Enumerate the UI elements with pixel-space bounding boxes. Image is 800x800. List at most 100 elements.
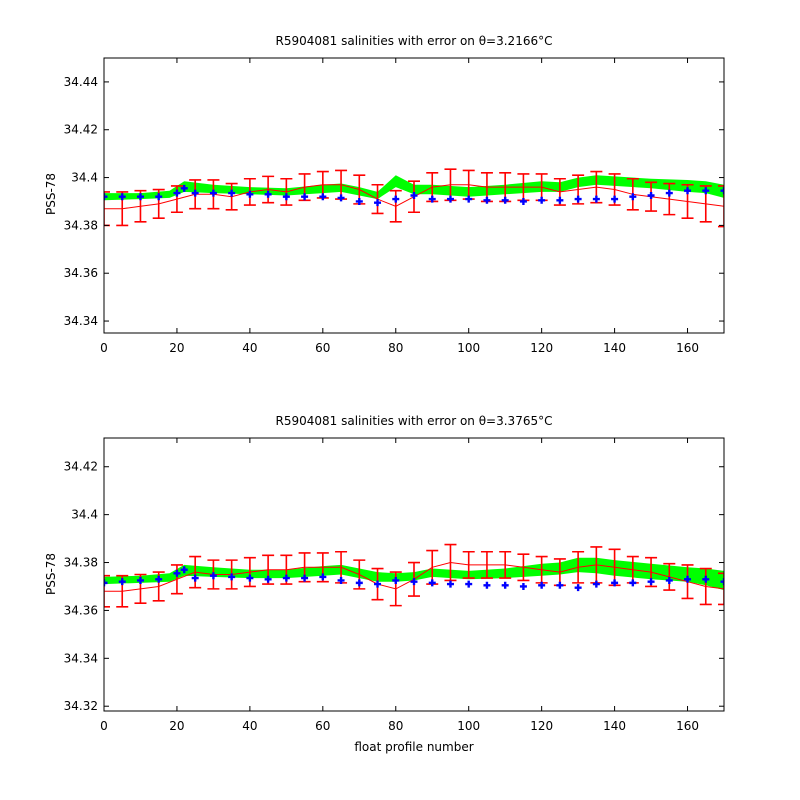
bottom-chart-error-bar [663,562,676,591]
top-chart-salinity-point [501,196,509,204]
bottom-chart-salinity-point [374,580,382,588]
bottom-chart-salinity-point [665,576,673,584]
bottom-chart-salinity-point [319,573,327,581]
top-chart-salinity-point [629,193,637,201]
bottom-chart-salinity-point [264,575,272,583]
bottom-chart-error-bar [243,556,256,588]
bottom-chart-x-tick-label: 0 [100,719,108,733]
top-chart-salinity-point [374,199,382,207]
top-chart-panel: R5904081 salinities with error on θ=3.21… [44,34,725,355]
top-chart-axes-frame [103,57,725,334]
bottom-chart-axes-frame [103,437,725,712]
top-chart-salinity-point [282,193,290,201]
bottom-chart-error-bar [426,549,439,585]
top-chart-salinity-point [355,197,363,205]
bottom-chart-error-bar [444,543,457,582]
bottom-chart-error-bar [718,572,724,606]
top-chart-salinity-point [104,193,108,201]
bottom-chart-salinity-point [118,578,126,586]
top-chart-salinity-point [519,197,527,205]
bottom-chart-salinity-point [629,579,637,587]
top-chart-salinity-point [301,193,309,201]
bottom-chart-salinity-point [428,579,436,587]
top-chart-salinity-point [410,192,418,199]
bottom-chart-error-bar [499,550,512,579]
top-chart-x-tick-label: 40 [242,341,257,355]
top-chart-salinity-point [702,187,710,195]
top-chart-ylabel: PSS-78 [44,173,58,215]
bottom-chart-x-tick-label: 40 [242,719,257,733]
bottom-chart-salinity-point [702,575,710,583]
bottom-chart-salinity-point [592,580,600,588]
top-chart-error-bar [262,175,275,204]
top-chart-salinity-point [665,189,673,197]
top-chart-salinity-point [428,195,436,203]
top-chart-y-tick-label: 34.38 [64,218,98,232]
top-chart-salinity-point [118,193,126,201]
top-chart-salinity-point [173,189,181,197]
top-chart-error-bar [280,177,293,206]
bottom-chart-plot-area [104,543,724,608]
top-chart-salinity-point [246,190,254,198]
bottom-chart-salinity-point [228,573,236,581]
bottom-chart-salinity-point [337,576,345,584]
top-chart-salinity-point [228,189,236,197]
top-chart-y-tick-label: 34.44 [64,75,98,89]
bottom-chart-x-tick-label: 160 [676,719,699,733]
bottom-chart-salinity-point [173,569,181,577]
top-chart-x-tick-label: 160 [676,341,699,355]
bottom-chart-salinity-point [720,578,724,586]
top-chart-salinity-point [446,195,454,203]
bottom-chart-title: R5904081 salinities with error on θ=3.37… [276,414,553,428]
top-chart-error-bar [663,182,676,216]
bottom-chart-salinity-point [191,574,199,582]
bottom-chart-salinity-point [301,574,309,582]
bottom-chart-salinity-point [519,582,527,590]
bottom-chart-error-bar [480,550,493,579]
bottom-chart-salinity-point [282,574,290,582]
bottom-chart-xlabel: float profile number [354,740,473,754]
bottom-chart-x-tick-label: 100 [457,719,480,733]
bottom-chart-salinity-point [155,575,163,583]
bottom-chart-y-tick-label: 34.4 [71,508,98,522]
bottom-chart-error-bar [462,550,475,579]
top-chart-salinity-point [264,190,272,198]
bottom-chart-y-tick-label: 34.34 [64,651,98,665]
top-chart-salinity-point [720,187,724,195]
bottom-chart-x-tick-label: 20 [169,719,184,733]
bottom-chart-salinity-point [355,579,363,587]
top-chart-y-tick-label: 34.42 [64,123,98,137]
bottom-chart-salinity-point [410,578,418,586]
top-chart-salinity-point [209,189,217,197]
bottom-chart-salinity-point [501,581,509,589]
bottom-chart-salinity-point [246,574,254,582]
bottom-chart-y-tick-label: 34.36 [64,603,98,617]
bottom-chart-salinity-point [104,579,108,587]
top-chart-plot-area [104,168,724,228]
top-chart-salinity-point [191,189,199,197]
bottom-chart-salinity-point [180,566,188,574]
bottom-chart-error-bar [104,574,110,608]
top-chart-salinity-point [483,196,491,204]
bottom-chart-salinity-point [538,581,546,589]
top-chart-title: R5904081 salinities with error on θ=3.21… [276,34,553,48]
top-chart-salinity-point [337,194,345,202]
bottom-chart-y-tick-label: 34.32 [64,699,98,713]
bottom-chart-x-tick-label: 60 [315,719,330,733]
bottom-chart-y-tick-label: 34.38 [64,556,98,570]
top-chart-salinity-point [538,196,546,204]
bottom-chart-salinity-point [684,575,692,583]
bottom-chart-panel: R5904081 salinities with error on θ=3.37… [44,414,725,754]
top-chart-error-bar [389,189,402,223]
bottom-chart-y-tick-label: 34.42 [64,460,98,474]
top-chart-salinity-point [611,195,619,203]
bottom-chart-error-bar [170,564,183,595]
top-chart-salinity-point [180,184,188,192]
top-chart-salinity-point [684,187,692,195]
top-chart-salinity-point [136,193,144,201]
top-chart-x-tick-label: 20 [169,341,184,355]
top-chart-x-tick-label: 100 [457,341,480,355]
top-chart-error-bar [718,185,724,228]
top-chart-salinity-point [155,193,163,201]
top-chart-x-tick-label: 120 [530,341,553,355]
